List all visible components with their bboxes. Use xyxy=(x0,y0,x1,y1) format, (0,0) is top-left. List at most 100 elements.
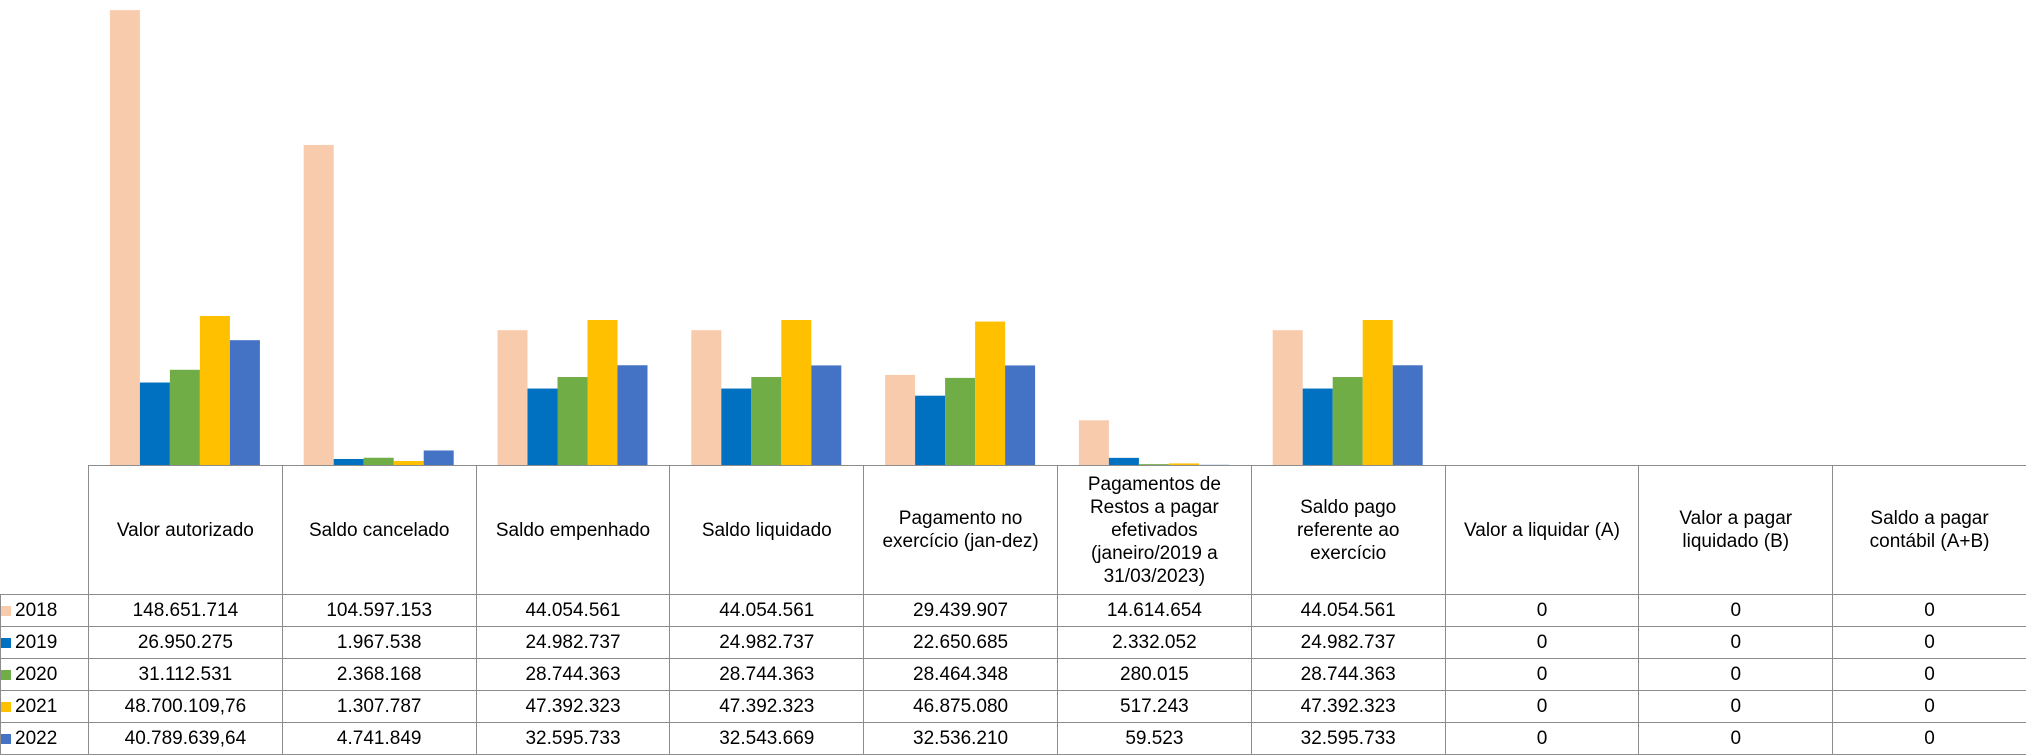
value-cell: 14.614.654 xyxy=(1056,594,1252,627)
bar xyxy=(527,388,558,465)
category-cell: Pagamento no exercício (jan-dez) xyxy=(863,465,1058,595)
value-cell: 32.543.669 xyxy=(669,722,865,755)
value-label: 32.543.669 xyxy=(719,728,815,749)
value-cell: 59.523 xyxy=(1056,722,1252,755)
value-cell: 28.744.363 xyxy=(1250,658,1446,691)
data-row: 2020 31.112.531 2.368.168 28.744.363 28.744.… xyxy=(0,658,2026,691)
value-label: 26.950.275 xyxy=(137,632,233,653)
value-cell: 0 xyxy=(1638,658,1834,691)
bar xyxy=(1332,377,1363,465)
value-label: 148.651.714 xyxy=(132,600,239,621)
legend-cell: 2020 xyxy=(0,658,89,691)
value-label: 31.112.531 xyxy=(138,664,233,685)
value-label: 2.332.052 xyxy=(1112,632,1197,653)
bar xyxy=(109,10,140,465)
value-label: 28.744.363 xyxy=(1300,664,1396,685)
value-cell: 2.368.168 xyxy=(281,658,477,691)
legend-cell: 2019 xyxy=(0,626,89,659)
value-cell: 28.744.363 xyxy=(475,658,671,691)
value-label: 0 xyxy=(1730,664,1742,685)
value-cell: 47.392.323 xyxy=(669,690,865,723)
legend-cell: 2022 xyxy=(0,722,89,755)
value-label: 28.464.348 xyxy=(913,664,1009,685)
value-label: 46.875.080 xyxy=(913,696,1009,717)
bar xyxy=(199,315,230,465)
corner-cell xyxy=(0,465,89,595)
value-cell: 0 xyxy=(1832,722,2026,755)
value-label: 24.982.737 xyxy=(525,632,621,653)
bar xyxy=(393,460,424,465)
value-label: 0 xyxy=(1730,728,1742,749)
data-row: 2018 148.651.714 104.597.153 44.054.561 44.0… xyxy=(0,594,2026,627)
bar xyxy=(1272,330,1303,465)
value-cell: 1.307.787 xyxy=(281,690,477,723)
value-cell: 0 xyxy=(1832,658,2026,691)
value-cell: 517.243 xyxy=(1056,690,1252,723)
category-cell: Saldo pago referente ao exercício xyxy=(1250,465,1446,595)
value-cell: 28.744.363 xyxy=(669,658,865,691)
value-cell: 47.392.323 xyxy=(475,690,671,723)
value-cell: 0 xyxy=(1444,722,1640,755)
legend-label: 2018 xyxy=(15,600,58,621)
value-label: 0 xyxy=(1536,696,1548,717)
value-label: 0 xyxy=(1924,600,1935,621)
value-cell: 0 xyxy=(1444,594,1640,627)
bar xyxy=(333,458,364,465)
value-label: 44.054.561 xyxy=(1300,600,1396,621)
value-cell: 44.054.561 xyxy=(669,594,865,627)
bar xyxy=(975,321,1006,465)
legend-label: 2021 xyxy=(15,696,58,717)
value-label: 280.015 xyxy=(1120,664,1189,685)
value-cell: 44.054.561 xyxy=(475,594,671,627)
value-cell: 24.982.737 xyxy=(669,626,865,659)
value-label: 40.789.639,64 xyxy=(124,728,247,749)
value-cell: 26.950.275 xyxy=(88,626,283,659)
bar xyxy=(229,340,260,465)
value-label: 0 xyxy=(1730,632,1742,653)
category-cell: Saldo cancelado xyxy=(281,465,477,595)
value-label: 2.368.168 xyxy=(336,664,422,685)
value-cell: 104.597.153 xyxy=(281,594,477,627)
value-cell: 48.700.109,76 xyxy=(88,690,283,723)
value-label: 0 xyxy=(1536,728,1548,749)
value-cell: 40.789.639,64 xyxy=(88,722,283,755)
value-cell: 0 xyxy=(1638,594,1834,627)
value-cell: 0 xyxy=(1832,626,2026,659)
value-label: 0 xyxy=(1730,696,1742,717)
bar xyxy=(169,369,200,465)
category-label: Valor a pagar liquidado (B) xyxy=(1679,508,1793,552)
value-label: 0 xyxy=(1536,664,1548,685)
value-label: 32.595.733 xyxy=(525,728,621,749)
value-label: 32.536.210 xyxy=(913,728,1009,749)
value-label: 0 xyxy=(1536,600,1548,621)
category-label: Saldo cancelado xyxy=(308,519,450,541)
value-cell: 0 xyxy=(1444,658,1640,691)
value-label: 1.307.787 xyxy=(336,696,422,717)
value-label: 29.439.907 xyxy=(913,600,1009,621)
bar xyxy=(1302,388,1333,465)
value-label: 4.741.849 xyxy=(336,728,422,749)
value-label: 44.054.561 xyxy=(525,600,621,621)
legend-cell: 2018 xyxy=(0,594,89,627)
bar xyxy=(781,319,812,465)
legend-cell: 2021 xyxy=(0,690,89,723)
legend-swatch xyxy=(1,670,11,680)
value-cell: 0 xyxy=(1832,690,2026,723)
value-label: 59.523 xyxy=(1125,728,1184,749)
legend-label: 2020 xyxy=(15,664,58,685)
category-label: Saldo a pagar contábil (A+B) xyxy=(1869,508,1990,552)
value-cell: 29.439.907 xyxy=(863,594,1058,627)
bar xyxy=(423,450,454,465)
value-label: 44.054.561 xyxy=(719,600,815,621)
value-label: 47.392.323 xyxy=(525,696,621,717)
bar xyxy=(1392,365,1423,465)
plot-area xyxy=(109,10,1423,465)
value-cell: 280.015 xyxy=(1056,658,1252,691)
bar xyxy=(1362,319,1393,465)
value-label: 517.243 xyxy=(1120,696,1189,717)
category-label: Saldo pago referente ao exercício xyxy=(1296,496,1400,564)
category-cell: Valor autorizado xyxy=(88,465,283,595)
data-table: Valor autorizado Saldo cancelado Saldo emp… xyxy=(0,465,2026,755)
category-label: Saldo empenhado xyxy=(495,519,651,541)
